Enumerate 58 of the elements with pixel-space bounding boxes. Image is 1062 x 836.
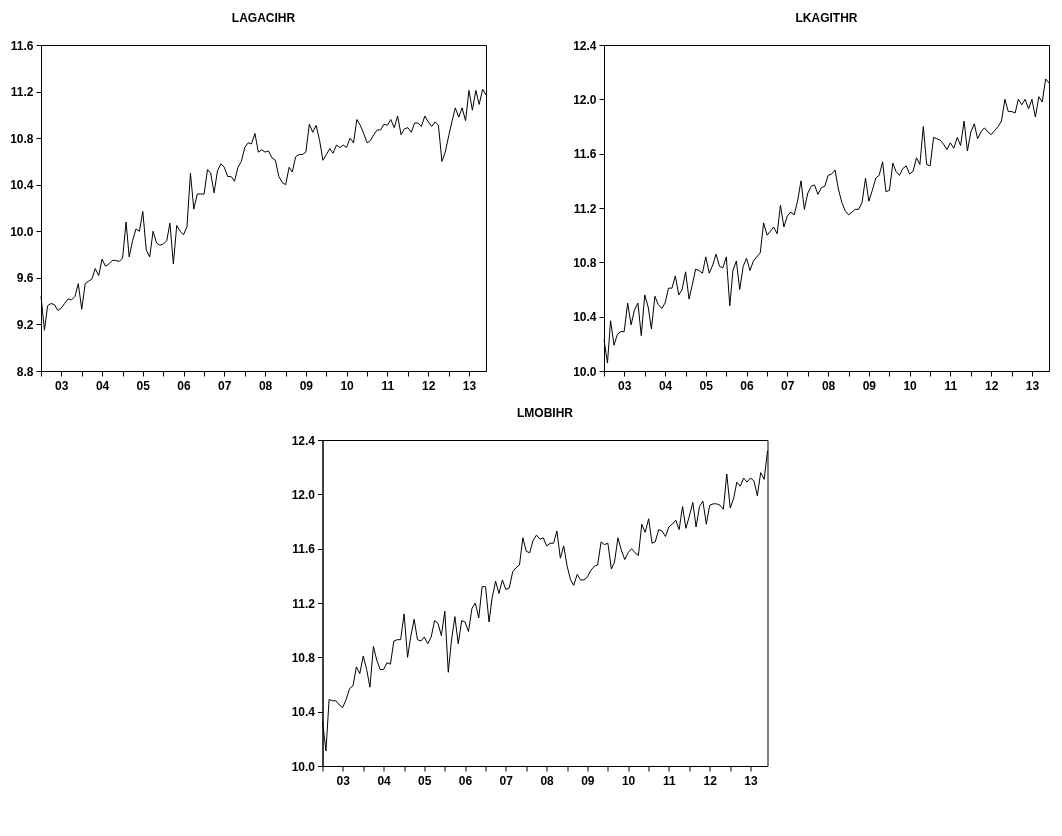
y-tick-label: 12.0 (573, 92, 597, 107)
x-tick-label: 05 (699, 378, 714, 393)
y-tick-label: 10.4 (573, 310, 597, 325)
y-tick-label: 10.0 (291, 759, 316, 774)
y-tick-label: 11.6 (10, 38, 34, 53)
y-tick-label: 11.6 (292, 542, 316, 557)
x-tick-label: 09 (862, 378, 877, 393)
y-tick-label: 11.2 (10, 85, 34, 100)
chart-title: LAGACIHR (231, 11, 296, 25)
y-tick-label: 12.4 (573, 38, 597, 53)
x-tick-label: 07 (499, 773, 514, 788)
x-tick-label: 06 (177, 378, 192, 393)
x-tick-label: 03 (618, 378, 632, 393)
x-tick-label: 03 (336, 773, 351, 788)
x-tick-label: 07 (781, 378, 795, 393)
x-tick-label: 10 (340, 378, 355, 393)
y-tick-label: 11.6 (573, 147, 597, 162)
y-tick-label: 10.8 (291, 650, 316, 665)
x-tick-label: 05 (136, 378, 151, 393)
x-tick-label: 05 (418, 773, 432, 788)
x-tick-label: 12 (985, 378, 999, 393)
x-tick-label: 11 (944, 378, 958, 393)
x-tick-label: 13 (744, 773, 758, 788)
y-tick-label: 9.2 (16, 317, 34, 332)
y-tick-label: 8.8 (16, 364, 34, 379)
x-tick-label: 12 (422, 378, 436, 393)
x-tick-label: 04 (658, 378, 673, 393)
x-tick-label: 11 (662, 773, 676, 788)
y-tick-label: 10.0 (573, 364, 597, 379)
y-tick-label: 10.0 (10, 224, 34, 239)
x-tick-label: 07 (218, 378, 232, 393)
x-tick-label: 03 (55, 378, 69, 393)
x-tick-label: 11 (381, 378, 395, 393)
x-tick-label: 08 (821, 378, 836, 393)
chart-title: LKAGITHR (795, 11, 858, 25)
y-tick-label: 10.8 (573, 255, 597, 270)
y-tick-label: 12.0 (291, 487, 316, 502)
y-tick-label: 10.4 (291, 705, 316, 720)
x-tick-label: 09 (299, 378, 314, 393)
y-tick-label: 11.2 (573, 201, 597, 216)
x-tick-label: 04 (95, 378, 110, 393)
x-tick-label: 09 (581, 773, 595, 788)
x-tick-label: 13 (462, 378, 477, 393)
x-tick-label: 10 (621, 773, 636, 788)
y-tick-label: 12.4 (291, 433, 316, 448)
y-tick-label: 11.2 (292, 596, 316, 611)
x-tick-label: 08 (540, 773, 555, 788)
x-tick-label: 12 (703, 773, 718, 788)
chart-title: LMOBIHR (517, 406, 574, 420)
x-tick-label: 06 (458, 773, 473, 788)
x-tick-label: 13 (1025, 378, 1040, 393)
x-tick-label: 04 (377, 773, 392, 788)
x-tick-label: 08 (258, 378, 273, 393)
y-tick-label: 9.6 (16, 271, 34, 286)
y-tick-label: 10.4 (10, 178, 34, 193)
x-tick-label: 06 (740, 378, 755, 393)
x-tick-label: 10 (903, 378, 918, 393)
y-tick-label: 10.8 (10, 131, 34, 146)
